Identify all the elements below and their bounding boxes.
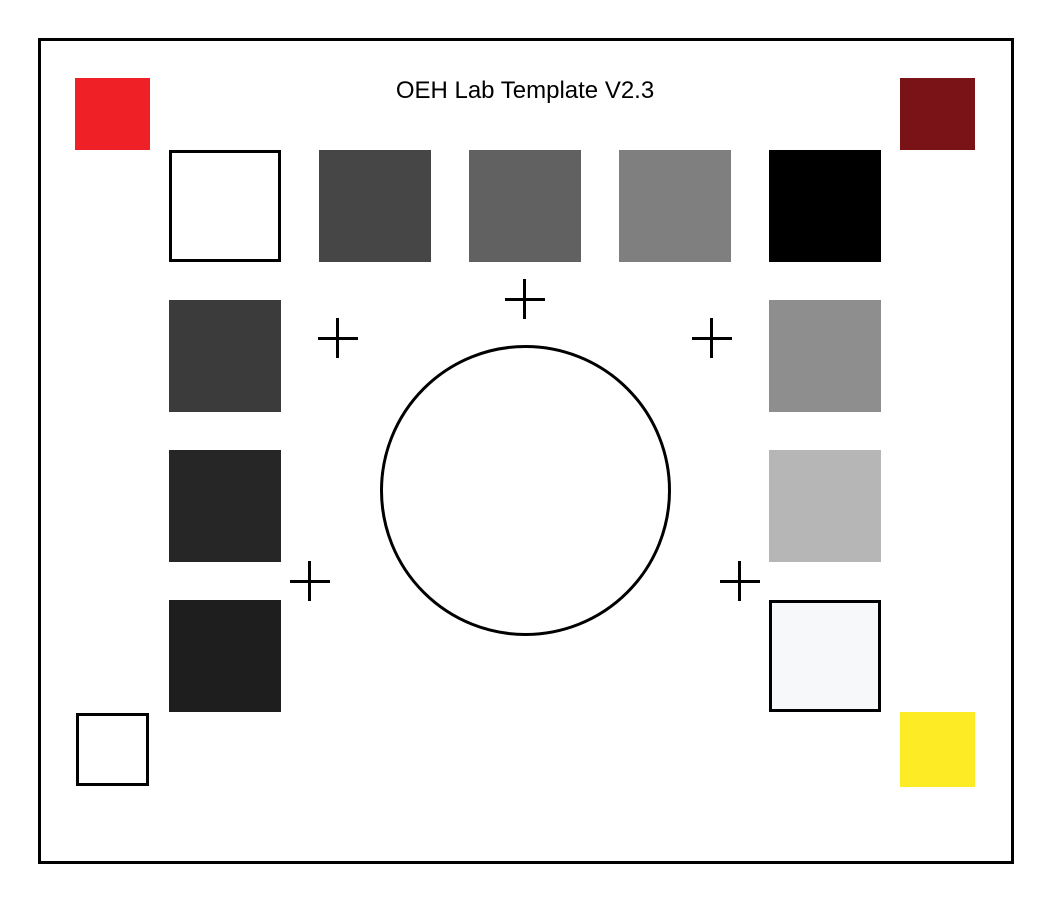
gray-patch-left-2: [169, 450, 281, 562]
crosshair-marker-upper-left: [318, 318, 358, 358]
corner-swatch-bottom-left: [76, 713, 149, 786]
gray-patch-top-1: [169, 150, 281, 262]
gray-patch-top-4: [619, 150, 731, 262]
crosshair-marker-lower-left: [290, 561, 330, 601]
gray-patch-left-1: [169, 300, 281, 412]
crosshair-marker-upper-right: [692, 318, 732, 358]
corner-swatch-bottom-right: [900, 712, 975, 787]
corner-swatch-top-right: [900, 78, 975, 150]
gray-patch-right-3: [769, 600, 881, 712]
gray-patch-right-1: [769, 300, 881, 412]
crosshair-marker-top: [505, 279, 545, 319]
gray-patch-top-3: [469, 150, 581, 262]
crosshair-marker-lower-right: [720, 561, 760, 601]
gray-patch-top-5: [769, 150, 881, 262]
gray-patch-top-2: [319, 150, 431, 262]
gray-patch-right-2: [769, 450, 881, 562]
template-frame: [38, 38, 1014, 864]
target-circle: [380, 345, 671, 636]
corner-swatch-top-left: [75, 78, 150, 150]
gray-patch-left-3: [169, 600, 281, 712]
template-title: OEH Lab Template V2.3: [395, 77, 655, 104]
